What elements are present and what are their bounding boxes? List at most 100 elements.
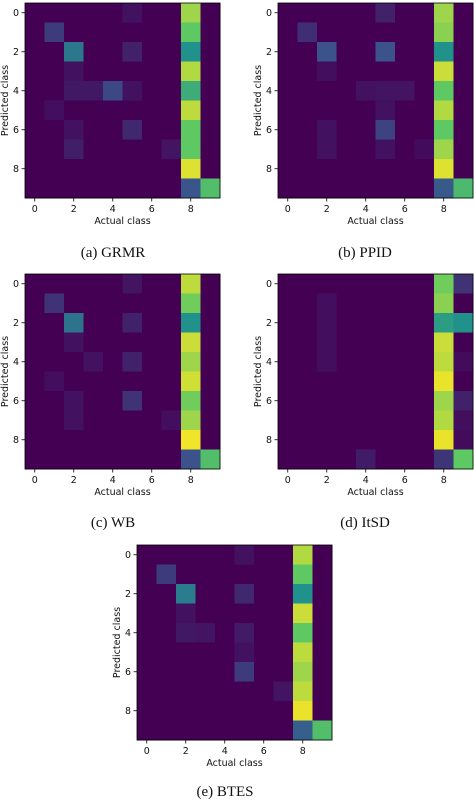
heatmap-cell: [83, 352, 104, 372]
confusion-matrix-panel: 0 2 4 6 8 0 2 4 6 8 Actual class Predicted class (e)…: [112, 544, 333, 800]
heatmap-cell: [317, 274, 337, 294]
heatmap-cell: [273, 564, 294, 585]
heatmap-cell: [356, 178, 376, 199]
y-tick-label: 2: [125, 589, 131, 600]
heatmap-cell: [273, 545, 294, 565]
heatmap-cell: [103, 42, 123, 62]
heatmap-cell: [434, 42, 454, 62]
heatmap-cell: [293, 720, 313, 741]
heatmap-cell: [176, 603, 196, 624]
heatmap-cell: [83, 100, 104, 121]
heatmap-cell: [161, 159, 182, 179]
heatmap-cell: [375, 410, 396, 431]
heatmap-cell: [181, 293, 201, 314]
heatmap-cell: [122, 42, 143, 62]
heatmap-cell: [254, 642, 274, 663]
heatmap-cell: [414, 139, 435, 160]
y-tick-label: 6: [13, 396, 19, 407]
heatmap-cell: [156, 564, 177, 585]
heatmap-cell: [44, 61, 65, 82]
heatmap-cell: [356, 391, 376, 411]
heatmap-cell: [293, 564, 313, 585]
heatmap-cell: [278, 274, 298, 294]
heatmap-cell: [161, 352, 182, 372]
heatmap-cell: [200, 430, 221, 450]
heatmap-cell: [103, 22, 123, 43]
heatmap-cell: [414, 22, 435, 43]
y-tick-label: 2: [266, 318, 272, 329]
heatmap-cell: [83, 120, 104, 140]
heatmap-cell: [312, 564, 333, 585]
heatmap-cell: [103, 61, 123, 82]
x-tick-label: 6: [261, 746, 267, 757]
y-axis-label: Predicted class: [253, 336, 264, 407]
heatmap-cell: [297, 332, 318, 353]
heatmap-cell: [453, 42, 474, 62]
heatmap-cell: [215, 564, 235, 585]
heatmap-cell: [434, 22, 454, 43]
heatmap-cell: [234, 603, 255, 624]
heatmap-cell: [375, 430, 396, 450]
heatmap-cell: [297, 371, 318, 392]
heatmap-cell: [142, 3, 162, 23]
heatmap-cell: [297, 42, 318, 62]
heatmap-cell: [317, 313, 337, 333]
x-tick-label: 4: [363, 475, 369, 486]
y-tick-label: 8: [13, 164, 19, 175]
heatmap-cell: [200, 391, 221, 411]
heatmap-cell: [215, 603, 235, 624]
x-tick-label: 2: [71, 475, 77, 486]
heatmap-cell: [195, 701, 216, 721]
heatmap-cell: [156, 545, 177, 565]
heatmap-cell: [234, 564, 255, 585]
heatmap-cell: [156, 681, 177, 702]
heatmap-cell: [297, 139, 318, 160]
heatmap-cell: [142, 371, 162, 392]
heatmap-cell: [176, 545, 196, 565]
heatmap-cell: [414, 159, 435, 179]
heatmap-cell: [395, 332, 415, 353]
heatmap-cell: [434, 274, 454, 294]
y-tick-label: 2: [266, 47, 272, 58]
heatmap-cell: [142, 449, 162, 470]
heatmap-cell: [453, 449, 474, 470]
x-tick-label: 0: [285, 204, 291, 215]
heatmap-cell: [356, 293, 376, 314]
heatmap-cell: [161, 274, 182, 294]
heatmap-cell: [254, 701, 274, 721]
heatmap-cell: [83, 313, 104, 333]
heatmap-cell: [336, 3, 357, 23]
heatmap-cell: [297, 293, 318, 314]
heatmap-cell: [137, 662, 157, 682]
heatmap-cell: [161, 22, 182, 43]
heatmap-cell: [64, 274, 84, 294]
heatmap-cell: [293, 681, 313, 702]
heatmap-cell: [278, 159, 298, 179]
heatmap-cell: [453, 81, 474, 101]
heatmap-cell: [273, 603, 294, 624]
heatmap-cell: [273, 662, 294, 682]
heatmap-cell: [44, 352, 65, 372]
plot-frame: [24, 273, 221, 470]
heatmap-cell: [434, 159, 454, 179]
heatmap-cell: [254, 584, 274, 604]
heatmap-cell: [103, 391, 123, 411]
heatmap-cell: [161, 391, 182, 411]
heatmap-cell: [83, 42, 104, 62]
heatmap-cell: [195, 545, 216, 565]
x-axis-label: Actual class: [94, 216, 150, 227]
heatmap-cell: [312, 662, 333, 682]
heatmap-cell: [103, 410, 123, 431]
y-tick-label: 2: [13, 47, 19, 58]
heatmap-cell: [83, 410, 104, 431]
heatmap-cell: [434, 332, 454, 353]
heatmap-cell: [200, 274, 221, 294]
heatmap-cell: [336, 120, 357, 140]
heatmap-cell: [215, 584, 235, 604]
confusion-matrix-panel: 0 2 4 6 8 0 2 4 6 8 Actual class Predicted class (a)…: [0, 2, 221, 261]
heatmap-cell: [336, 61, 357, 82]
heatmap-cell: [122, 159, 143, 179]
heatmap-cell: [336, 159, 357, 179]
heatmap-cell: [195, 662, 216, 682]
heatmap-cell: [414, 120, 435, 140]
